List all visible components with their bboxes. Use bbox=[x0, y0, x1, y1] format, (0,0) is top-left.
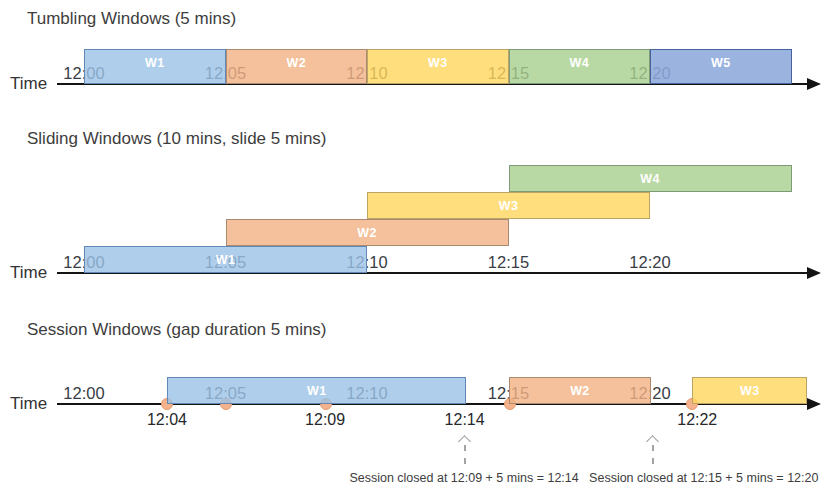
tumbling-section-title: Tumbling Windows (5 mins) bbox=[27, 9, 236, 29]
event-time-label: 12:09 bbox=[305, 410, 345, 429]
window-label: W1 bbox=[145, 56, 164, 70]
session-window-w3: W3 bbox=[692, 377, 807, 404]
timeline-arrow-icon bbox=[807, 267, 821, 279]
tumbling-window-w5: W5 bbox=[650, 49, 792, 84]
sliding-window-w3: W3 bbox=[367, 192, 650, 219]
session-closed-annotation: Session closed at 12:09 + 5 mins = 12:14 bbox=[349, 471, 578, 485]
tumbling-window-w4: W4 bbox=[509, 49, 651, 84]
event-time-label: 12:14 bbox=[445, 410, 485, 429]
annotation-arrow-line bbox=[464, 445, 466, 464]
time-axis-label: Time bbox=[10, 394, 47, 414]
window-label: W4 bbox=[640, 172, 659, 186]
annotation-arrow-line bbox=[652, 445, 654, 464]
time-tick-label: 12:00 bbox=[63, 383, 104, 403]
time-axis-label: Time bbox=[10, 263, 47, 283]
time-tick-label: 12:20 bbox=[629, 252, 670, 272]
window-label: W4 bbox=[570, 56, 589, 70]
tumbling-window-w2: W2 bbox=[226, 49, 368, 84]
tumbling-window-w1: W1 bbox=[84, 49, 226, 84]
sliding-section-title: Sliding Windows (10 mins, slide 5 mins) bbox=[27, 129, 327, 149]
window-label: W2 bbox=[570, 384, 589, 398]
sliding-window-w2: W2 bbox=[226, 219, 509, 246]
time-axis-label: Time bbox=[10, 74, 47, 94]
event-time-label: 12:22 bbox=[677, 410, 717, 429]
session-window-w2: W2 bbox=[509, 377, 652, 404]
window-label: W2 bbox=[357, 226, 376, 240]
time-tick-label: 12:15 bbox=[488, 252, 529, 272]
window-label: W1 bbox=[216, 253, 235, 267]
window-label: W3 bbox=[740, 384, 759, 398]
window-label: W5 bbox=[711, 56, 730, 70]
event-time-label: 12:04 bbox=[147, 410, 187, 429]
window-label: W1 bbox=[307, 384, 326, 398]
session-section-title: Session Windows (gap duration 5 mins) bbox=[27, 320, 327, 340]
stream-windowing-diagram: Tumbling Windows (5 mins)Time12:0012:051… bbox=[0, 0, 829, 498]
sliding-window-w1: W1 bbox=[84, 246, 367, 273]
window-label: W2 bbox=[287, 56, 306, 70]
session-window-w1: W1 bbox=[167, 377, 466, 404]
sliding-window-w4: W4 bbox=[509, 165, 792, 192]
session-closed-annotation: Session closed at 12:15 + 5 mins = 12:20 bbox=[589, 471, 818, 485]
tumbling-window-w3: W3 bbox=[367, 49, 509, 84]
timeline-arrow-icon bbox=[807, 398, 821, 410]
timeline-arrow-icon bbox=[807, 78, 821, 90]
window-label: W3 bbox=[499, 199, 518, 213]
window-label: W3 bbox=[428, 56, 447, 70]
